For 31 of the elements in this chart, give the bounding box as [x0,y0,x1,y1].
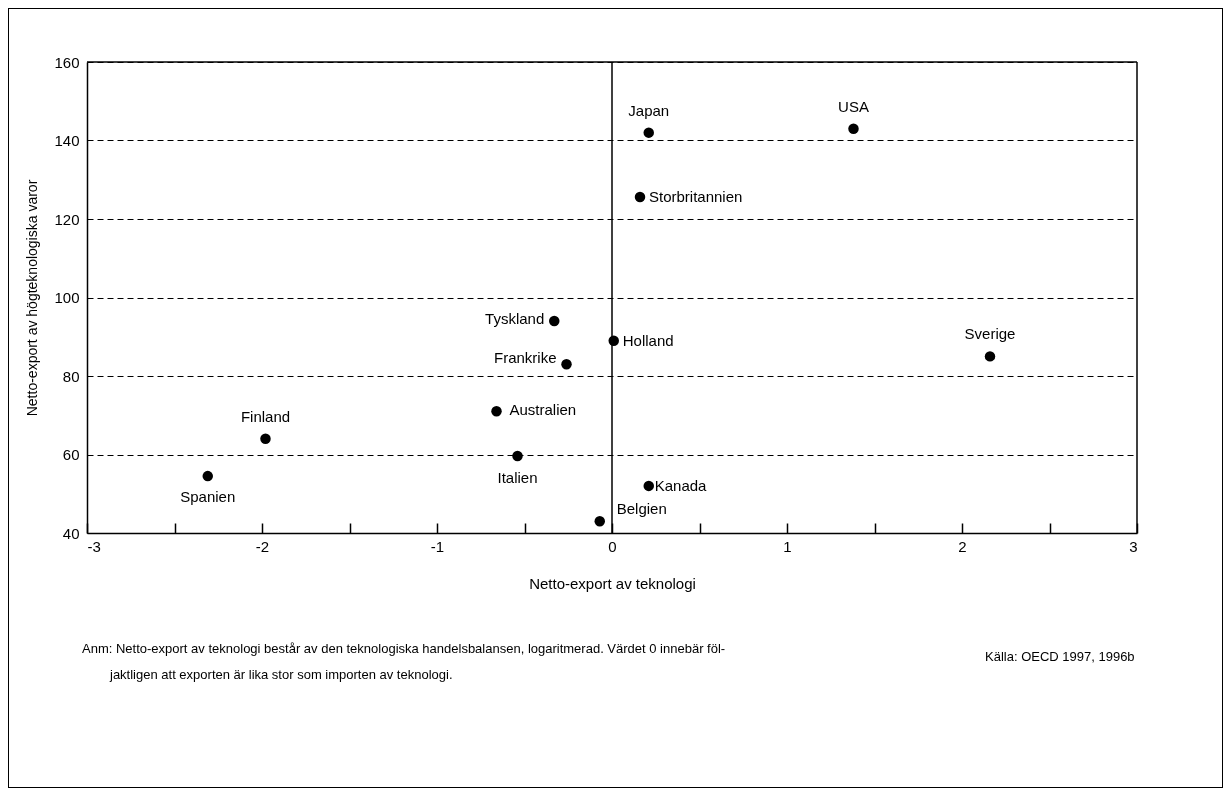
series-label: Storbritannien [649,188,743,206]
series-label: Finland [240,407,291,425]
series-label: Australien [509,401,577,419]
y-tick-label: 100 [54,289,80,306]
x-tick-label: 1 [783,537,792,555]
series-label: Spanien [180,488,236,506]
text: Källa: OECD 1997, 1996b [985,649,1135,664]
x-tick-label: -1 [430,537,445,555]
series-label: Italien [497,469,538,487]
y-tick-label: 60 [62,446,80,463]
y-axis-title: Netto-export av högteknologiska varor [24,179,41,417]
y-tick-label: 160 [54,53,80,71]
x-tick-label: 2 [958,537,967,555]
text: Anm: Netto-export av teknologi består av den teknologiska handelsbalansen, logaritmerad. Värdet 0 innebär föl- jaktligen att exporten är lika stor som importen av teknologi. [82,640,727,684]
x-tick-label: -2 [255,537,270,555]
series-label: Frankrike [493,349,557,367]
series-label: USA [838,97,869,115]
y-tick-label: 120 [54,210,80,228]
x-axis-title: Netto-export av teknologi [529,574,696,592]
y-tick-label: 80 [62,367,80,385]
series-label: Sverige [964,325,1016,343]
y-tick-label: 140 [54,132,80,149]
series-label: Belgien [616,500,667,518]
x-tick-label: 3 [1129,537,1138,555]
x-tick-label: 0 [608,537,617,555]
series-label: Holland [622,331,674,349]
y-tick-label: 40 [62,524,80,542]
series-label: Kanada [654,476,708,494]
series-label: Tyskland [485,310,545,328]
x-tick-label: -3 [87,537,101,555]
series-label: Japan [628,101,670,119]
